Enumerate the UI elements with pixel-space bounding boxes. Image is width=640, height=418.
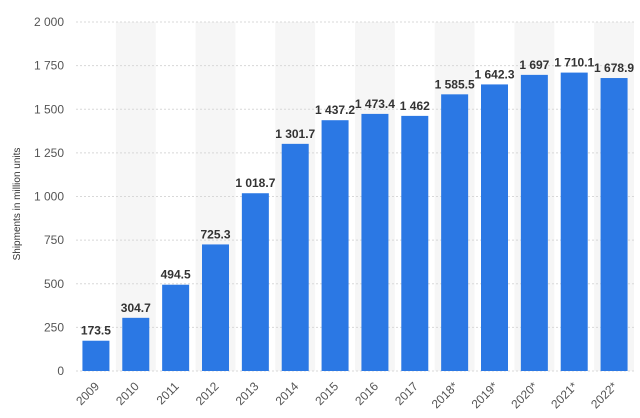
data-label: 1 462 (400, 99, 430, 113)
x-axis-tick-labels: 2009 2010 2011 2012 2013 2014 2015 2016 2017 2018… (73, 379, 620, 411)
bar (361, 113, 389, 372)
bar (520, 74, 548, 371)
bar (281, 143, 309, 371)
x-tick-label: 2019* (469, 379, 501, 411)
data-label: 1 710.1 (554, 56, 594, 70)
data-label: 173.5 (81, 324, 111, 338)
bar (162, 284, 190, 371)
x-tick-label: 2012 (193, 379, 222, 408)
y-tick-label: 500 (44, 277, 64, 291)
y-axis-tick-labels: 0 250 500 750 1 000 1 250 1 500 1 750 2 000 (34, 15, 64, 378)
data-label: 725.3 (200, 227, 230, 241)
bar (82, 340, 110, 371)
bar (560, 72, 588, 371)
y-tick-label: 1 000 (34, 190, 64, 204)
x-tick-label: 2009 (73, 379, 102, 408)
x-tick-label: 2020* (508, 379, 540, 411)
y-tick-label: 1 250 (34, 146, 64, 160)
data-label: 1 678.9 (594, 61, 634, 75)
data-label: 1 301.7 (275, 127, 315, 141)
x-tick-label: 2014 (273, 379, 302, 408)
y-tick-label: 250 (44, 320, 64, 334)
data-label: 1 018.7 (235, 176, 275, 190)
x-tick-label: 2017 (392, 379, 421, 408)
data-label: 1 585.5 (435, 77, 475, 91)
x-tick-label: 2021* (548, 379, 580, 411)
x-tick-label: 2022* (588, 379, 620, 411)
data-label: 1 697 (519, 58, 549, 72)
bar (481, 84, 508, 372)
bar (600, 78, 628, 371)
data-label: 1 473.4 (355, 97, 395, 111)
x-tick-label: 2013 (233, 379, 262, 408)
bar (202, 244, 229, 371)
data-label: 304.7 (121, 301, 151, 315)
bars (82, 72, 628, 372)
y-tick-label: 750 (44, 233, 64, 247)
y-axis-label: Shipments in million units (12, 148, 23, 261)
data-label: 1 437.2 (315, 103, 355, 117)
y-tick-label: 2 000 (34, 15, 64, 29)
bar (241, 193, 269, 371)
x-tick-label: 2016 (352, 379, 381, 408)
bar (122, 317, 150, 371)
bar (401, 115, 429, 371)
bar (321, 120, 349, 371)
data-labels: 173.5 304.7 494.5 725.3 1 018.7 1 301.71 437.… (81, 56, 634, 338)
y-tick-label: 0 (57, 364, 64, 378)
data-label: 1 642.3 (474, 67, 514, 81)
y-tick-label: 1 750 (34, 59, 64, 73)
data-label: 494.5 (161, 268, 191, 282)
x-tick-label: 2010 (113, 379, 142, 408)
x-tick-label: 2015 (312, 379, 341, 408)
x-tick-label: 2018* (429, 379, 461, 411)
y-tick-label: 1 500 (34, 102, 64, 116)
x-tick-label: 2011 (154, 379, 182, 407)
bar (441, 94, 469, 371)
